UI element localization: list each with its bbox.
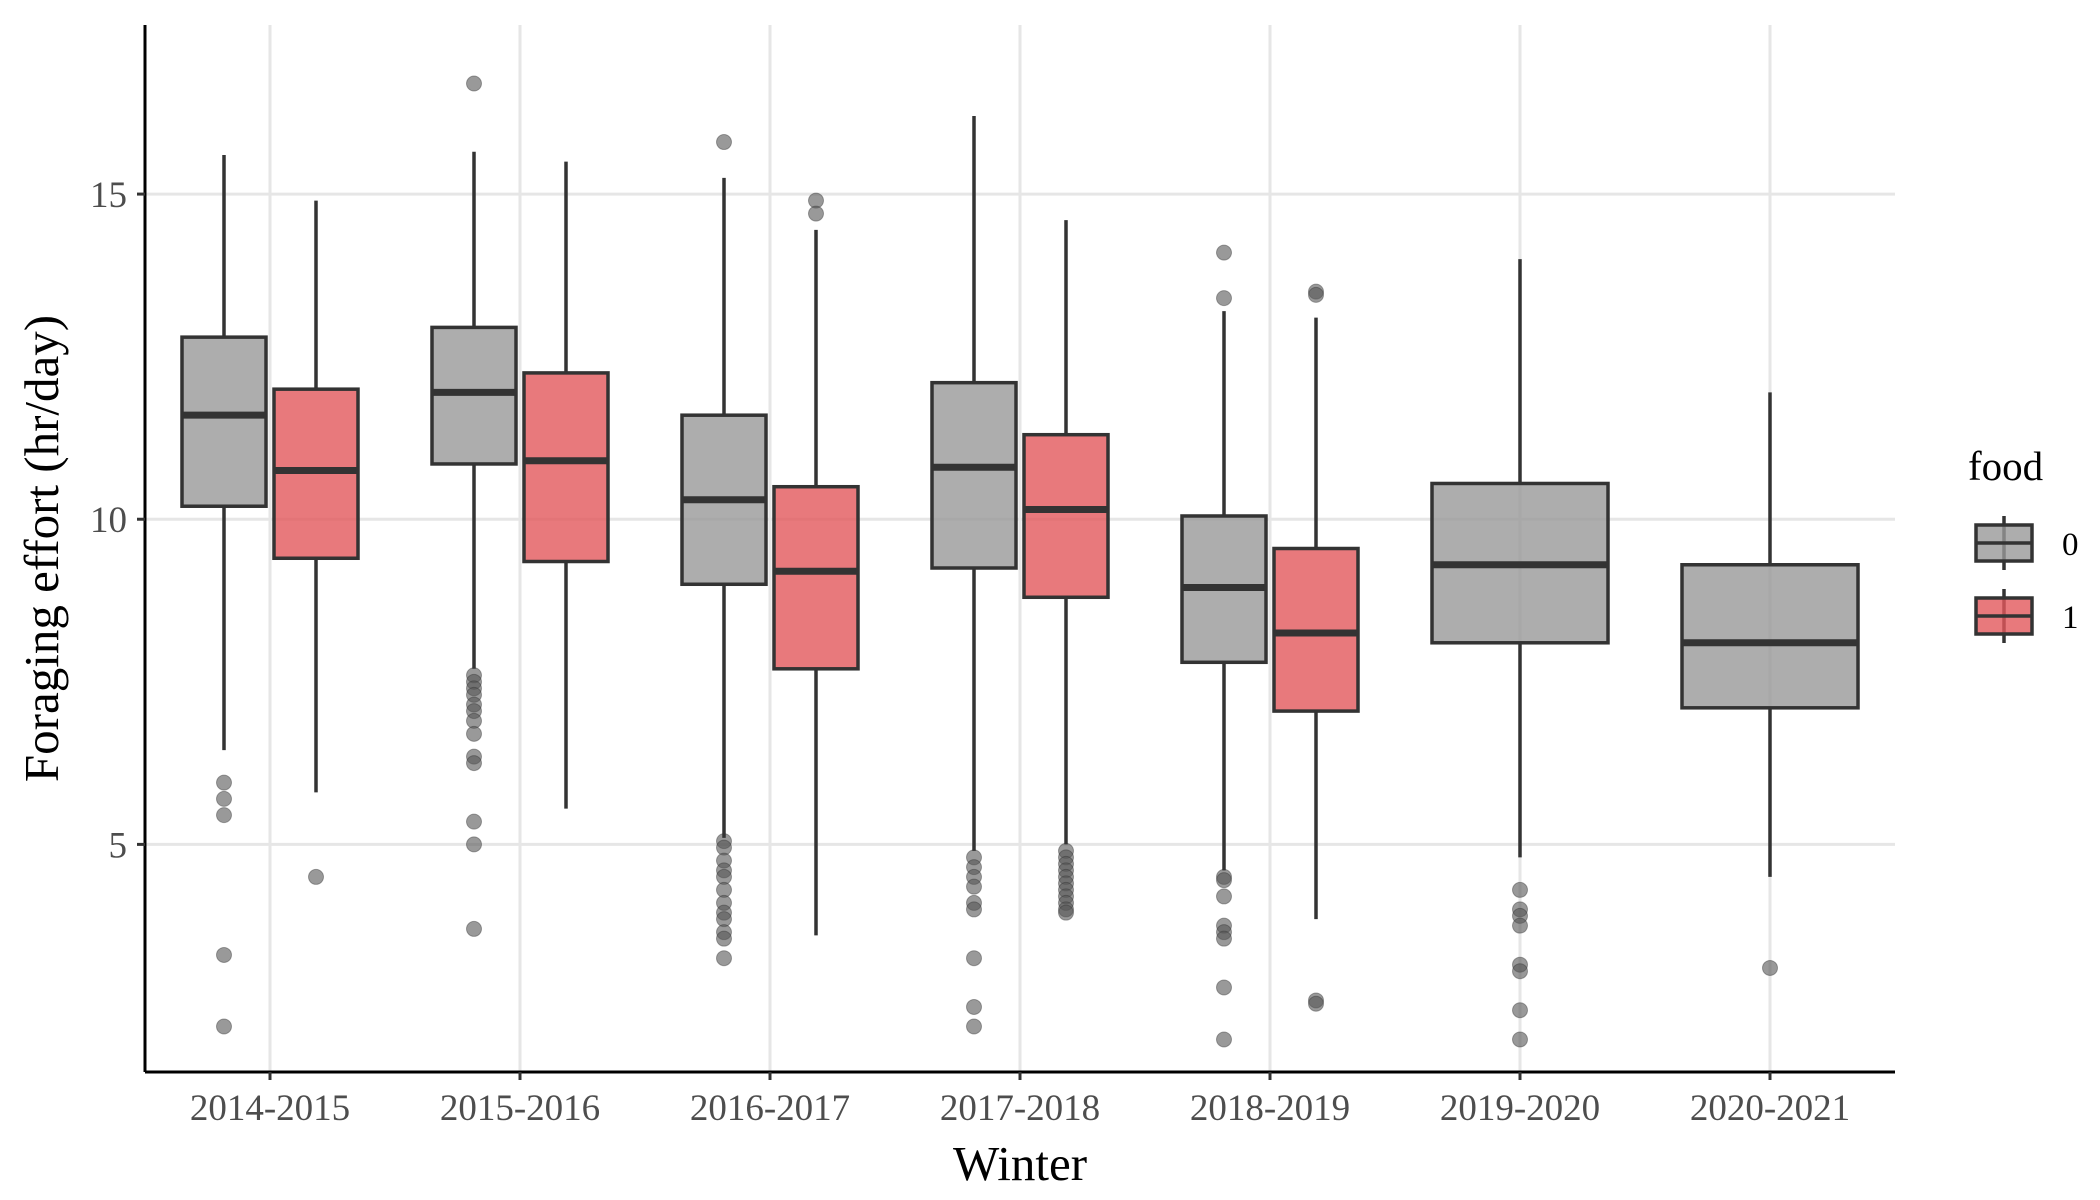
- box-2015-2016-food-1: [522, 161, 610, 809]
- x-tick-label: 2018-2019: [1190, 1088, 1350, 1129]
- outlier-point: [216, 946, 232, 963]
- y-tick-label: 15: [90, 175, 127, 216]
- box-iqr: [180, 335, 268, 508]
- box-iqr: [1680, 563, 1860, 710]
- x-tick-label: 2015-2016: [440, 1088, 600, 1129]
- outlier-point: [308, 868, 324, 885]
- box-2016-2017-food-0: [680, 134, 768, 967]
- outlier-point: [808, 205, 824, 222]
- outlier-point: [1216, 979, 1232, 996]
- outlier-point: [1216, 290, 1232, 307]
- legend: food 0 1: [1968, 443, 2079, 643]
- legend-key-0: [1974, 516, 2034, 570]
- box-2018-2019-food-0: [1180, 244, 1268, 1048]
- outlier-point: [466, 813, 482, 830]
- outlier-point: [466, 755, 482, 772]
- outlier-point: [1512, 917, 1528, 934]
- outlier-point: [966, 998, 982, 1015]
- outlier-point: [1512, 881, 1528, 898]
- box-2018-2019-food-1: [1272, 283, 1360, 1012]
- outlier-point: [966, 901, 982, 918]
- box-2014-2015-food-1: [272, 200, 360, 885]
- grid-lines: [145, 25, 1895, 1072]
- outlier-point: [1762, 959, 1778, 976]
- outlier-point: [1512, 963, 1528, 980]
- outlier-point: [966, 1018, 982, 1035]
- box-2017-2018-food-0: [930, 116, 1018, 1035]
- outlier-point: [1512, 1031, 1528, 1048]
- outlier-point: [1512, 1002, 1528, 1019]
- y-axis-title: Foraging effort (hr/day): [14, 315, 69, 782]
- outlier-point: [716, 930, 732, 947]
- box-2015-2016-food-0: [430, 75, 518, 937]
- outlier-point: [716, 950, 732, 967]
- box-2019-2020-food-0: [1430, 259, 1610, 1048]
- box-2017-2018-food-1: [1022, 220, 1110, 921]
- outlier-point: [1216, 888, 1232, 905]
- x-tick-label: 2020-2021: [1690, 1088, 1850, 1129]
- tick-labels: 5 10 15 2014-2015 2015-2016 2016-2017 2017-201…: [90, 175, 1850, 1129]
- outlier-point: [466, 725, 482, 742]
- outlier-point: [216, 774, 232, 791]
- box-iqr: [522, 371, 610, 564]
- box-2020-2021-food-0: [1680, 392, 1860, 976]
- legend-label: 1: [2062, 600, 2079, 636]
- outlier-point: [1058, 904, 1074, 921]
- x-tick-label: 2017-2018: [940, 1088, 1100, 1129]
- box-2014-2015-food-0: [180, 155, 268, 1035]
- box-iqr: [930, 380, 1018, 570]
- outlier-point: [1216, 872, 1232, 889]
- y-tick-label: 5: [109, 825, 128, 866]
- outlier-point: [1216, 244, 1232, 261]
- legend-title: food: [1968, 443, 2043, 489]
- box-plots: [180, 75, 1860, 1048]
- legend-label: 0: [2062, 527, 2079, 563]
- x-tick-label: 2019-2020: [1440, 1088, 1600, 1129]
- outlier-point: [466, 920, 482, 937]
- outlier-point: [1308, 995, 1324, 1012]
- box-iqr: [772, 484, 860, 671]
- outlier-point: [1216, 930, 1232, 947]
- outlier-point: [466, 75, 482, 92]
- outlier-point: [216, 807, 232, 824]
- outlier-point: [966, 950, 982, 967]
- outlier-point: [1216, 1031, 1232, 1048]
- outlier-point: [216, 1018, 232, 1035]
- x-axis-title: Winter: [953, 1136, 1087, 1191]
- outlier-point: [966, 878, 982, 895]
- box-2016-2017-food-1: [772, 192, 860, 936]
- box-iqr: [1022, 432, 1110, 600]
- x-tick-label: 2016-2017: [690, 1088, 850, 1129]
- outlier-point: [216, 790, 232, 807]
- legend-key-1: [1974, 589, 2034, 643]
- outlier-point: [466, 836, 482, 853]
- outlier-point: [1308, 286, 1324, 303]
- x-tick-label: 2014-2015: [190, 1088, 350, 1129]
- y-tick-label: 10: [90, 500, 127, 541]
- outlier-point: [716, 134, 732, 151]
